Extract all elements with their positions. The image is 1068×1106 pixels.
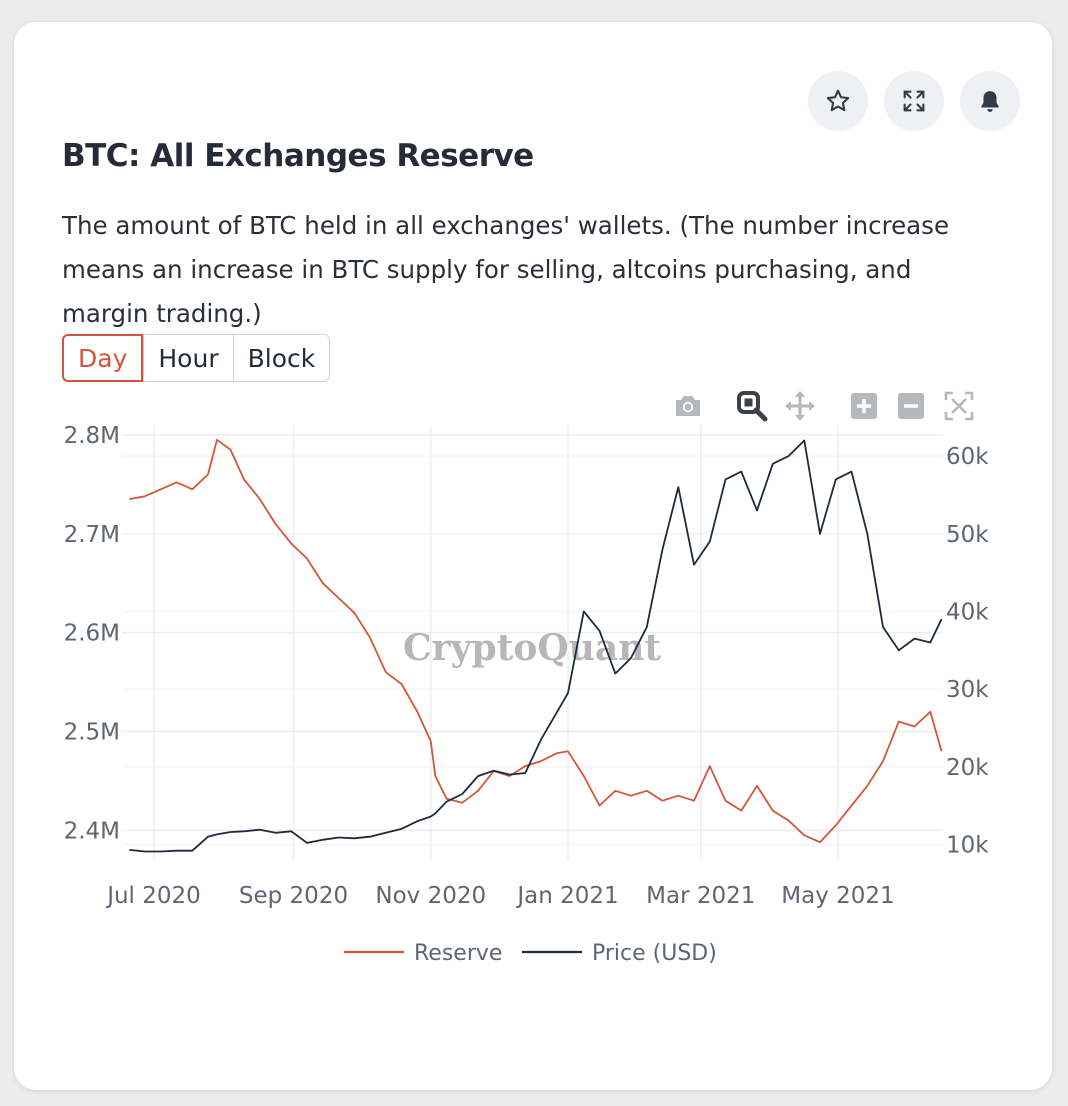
reserve-series-line	[129, 438, 943, 844]
price-series-line	[129, 439, 943, 853]
expand-icon	[903, 90, 925, 112]
interval-selector: Day Hour Block	[62, 334, 331, 382]
pan-button[interactable]	[782, 388, 818, 424]
chart-modebar	[0, 388, 1068, 428]
y-right-tick-label: 30k	[946, 677, 989, 703]
chart-card	[14, 22, 1052, 1090]
zoom-icon	[737, 391, 768, 422]
legend-label-reserve: Reserve	[414, 941, 502, 966]
card-actions	[808, 71, 1020, 131]
y-right-tick-label: 60k	[946, 444, 989, 470]
expand-button[interactable]	[884, 71, 944, 131]
y-left-tick-label: 2.8M	[64, 423, 120, 449]
interval-block-button[interactable]: Block	[232, 335, 330, 381]
y-left-tick-label: 2.6M	[64, 621, 120, 647]
camera-button[interactable]	[670, 388, 706, 424]
y-right-tick-label: 10k	[946, 832, 989, 858]
zoom-in-button[interactable]	[846, 388, 882, 424]
x-tick-label: Jan 2021	[515, 883, 618, 909]
alert-button[interactable]	[960, 71, 1020, 131]
interval-hour-button[interactable]: Hour	[143, 335, 232, 381]
pan-icon	[785, 391, 815, 421]
x-tick-label: May 2021	[781, 883, 894, 909]
x-tick-label: Nov 2020	[375, 883, 486, 909]
series-layer	[129, 438, 943, 853]
zoom-button[interactable]	[734, 388, 770, 424]
axis-ticks: Jul 2020 Sep 2020 Nov 2020 Jan 2021 Mar 2021…	[64, 423, 990, 909]
x-tick-label: Mar 2021	[646, 883, 755, 909]
chart-title: BTC: All Exchanges Reserve	[62, 138, 534, 174]
x-tick-label: Jul 2020	[105, 883, 201, 909]
y-left-tick-label: 2.7M	[64, 522, 120, 548]
y-right-tick-label: 50k	[946, 522, 989, 548]
y-left-tick-label: 2.4M	[64, 818, 120, 844]
x-tick-label: Sep 2020	[239, 883, 348, 909]
autoscale-button[interactable]	[941, 388, 977, 424]
y-left-tick-label: 2.5M	[64, 719, 120, 745]
autoscale-icon	[944, 391, 974, 421]
star-button[interactable]	[808, 71, 868, 131]
chart-description: The amount of BTC held in all exchanges'…	[62, 211, 950, 328]
bell-icon	[981, 91, 999, 112]
interval-day-button[interactable]: Day	[62, 334, 144, 382]
legend-label-price: Price (USD)	[592, 941, 717, 966]
y-right-tick-label: 40k	[946, 599, 989, 625]
star-icon	[826, 89, 850, 112]
chart-legend: Reserve Price (USD)	[344, 941, 717, 966]
watermark: CryptoQuant	[403, 627, 661, 669]
camera-icon	[676, 396, 700, 416]
zoom-in-icon	[851, 393, 877, 419]
y-right-tick-label: 20k	[946, 755, 989, 781]
zoom-out-icon	[898, 393, 924, 419]
zoom-out-button[interactable]	[893, 388, 929, 424]
